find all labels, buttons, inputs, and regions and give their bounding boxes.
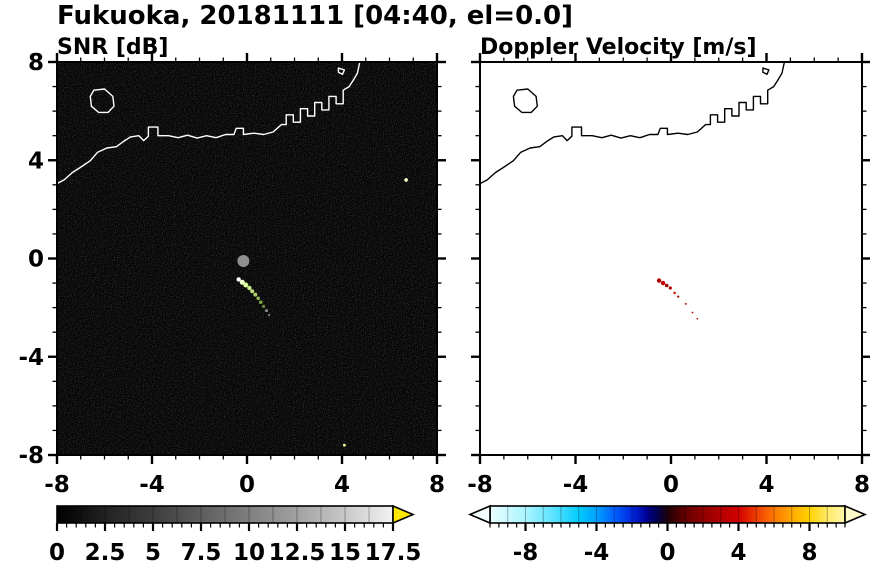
coastline-path [89,88,115,114]
vel-echo-dot [664,283,669,288]
vel-echo-dot [656,278,662,283]
vel-x-tick-label: 0 [663,472,679,498]
snr-map-layer [57,62,408,447]
vel-colorbar-tick-label: 4 [730,540,746,566]
snr-colorbar-tick-label: 0 [49,540,65,566]
snr-colorbar: 0 2.5 5 7.5 10 12.5 15 17.5 [49,504,422,566]
snr-x-tick-label: -4 [139,472,165,498]
y-tick-label: 0 [28,247,44,273]
snr-echo-dot [237,255,250,267]
snr-panel: -8 -4 0 4 8 8 4 0 -4 -8 [18,50,446,498]
vel-echo-dot [673,291,676,295]
coastline-path [57,62,361,185]
snr-echo-dot [262,304,266,308]
y-tick-label: -8 [18,443,44,469]
y-tick-label: 4 [28,148,44,174]
snr-colorbar-tick-label: 12.5 [269,540,326,566]
vel-map-layer [480,62,786,320]
vel-colorbar-bar [490,506,845,523]
y-tick-label: -4 [18,345,44,371]
snr-echo-dot [250,289,255,294]
vel-echo-dot [668,286,672,290]
snr-x-tick-label: -8 [44,472,70,498]
snr-x-tick-label: 0 [239,472,255,498]
snr-echo-dot [236,277,241,282]
vel-plot-background [480,62,862,455]
vel-over-range-arrow [844,504,868,525]
vel-colorbar-tick-label: -8 [513,540,539,566]
snr-echo-dot [239,279,245,285]
figure-title: Fukuoka, 20181111 [04:40, el=0.0] [57,1,573,31]
vel-x-tick-label: -8 [467,472,493,498]
snr-axis-ticks [48,53,446,464]
snr-colorbar-tick-label: 5 [145,540,161,566]
vel-x-tick-label: 8 [854,472,870,498]
snr-echo-dot [256,296,261,301]
snr-colorbar-bar [57,506,393,523]
snr-over-range-arrow [392,504,416,525]
snr-x-tick-label: 4 [334,472,350,498]
coastline-path [762,67,770,75]
snr-echo-dot [253,292,258,297]
snr-colorbar-tick-label: 10 [233,540,265,566]
vel-echo-dot [691,311,694,314]
snr-colorbar-tick-label: 17.5 [365,540,422,566]
vel-x-tick-label: 4 [758,472,774,498]
vel-echo-dot [677,295,680,298]
snr-colorbar-tick-label: 2.5 [85,540,126,566]
vel-echo-dot [660,280,666,286]
coastline-path [480,62,786,185]
snr-echo-dot [247,285,252,291]
vel-echo-dot [684,302,687,305]
snr-echo-dot [267,313,271,317]
snr-colorbar-tick-label: 15 [329,540,361,566]
snr-echo-dot [404,178,408,182]
vel-colorbar-tick-label: 8 [801,540,817,566]
vel-colorbar-tick-label: 0 [659,540,675,566]
snr-colorbar-tick-label: 7.5 [181,540,222,566]
snr-echo-dot [265,309,268,313]
vel-colorbar: -8 -4 0 4 8 [467,504,868,566]
velocity-panel-title: Doppler Velocity [m/s] [480,35,757,60]
snr-panel-title: SNR [dB] [57,35,168,60]
snr-echo-dot [343,443,346,447]
vel-x-tick-label: -4 [563,472,589,498]
vel-echo-dot [696,317,699,320]
vel-axis-ticks [471,53,870,464]
vel-under-range-arrow [467,504,491,525]
vel-colorbar-tick-label: -4 [584,540,610,566]
coastline-path [512,88,538,114]
vel-panel: -8 -4 0 4 8 [467,53,870,498]
y-tick-label: 8 [28,50,44,76]
snr-x-tick-label: 8 [429,472,445,498]
coastline-path [337,67,346,75]
snr-echo-dot [259,300,263,305]
snr-echo-dot [243,282,249,288]
